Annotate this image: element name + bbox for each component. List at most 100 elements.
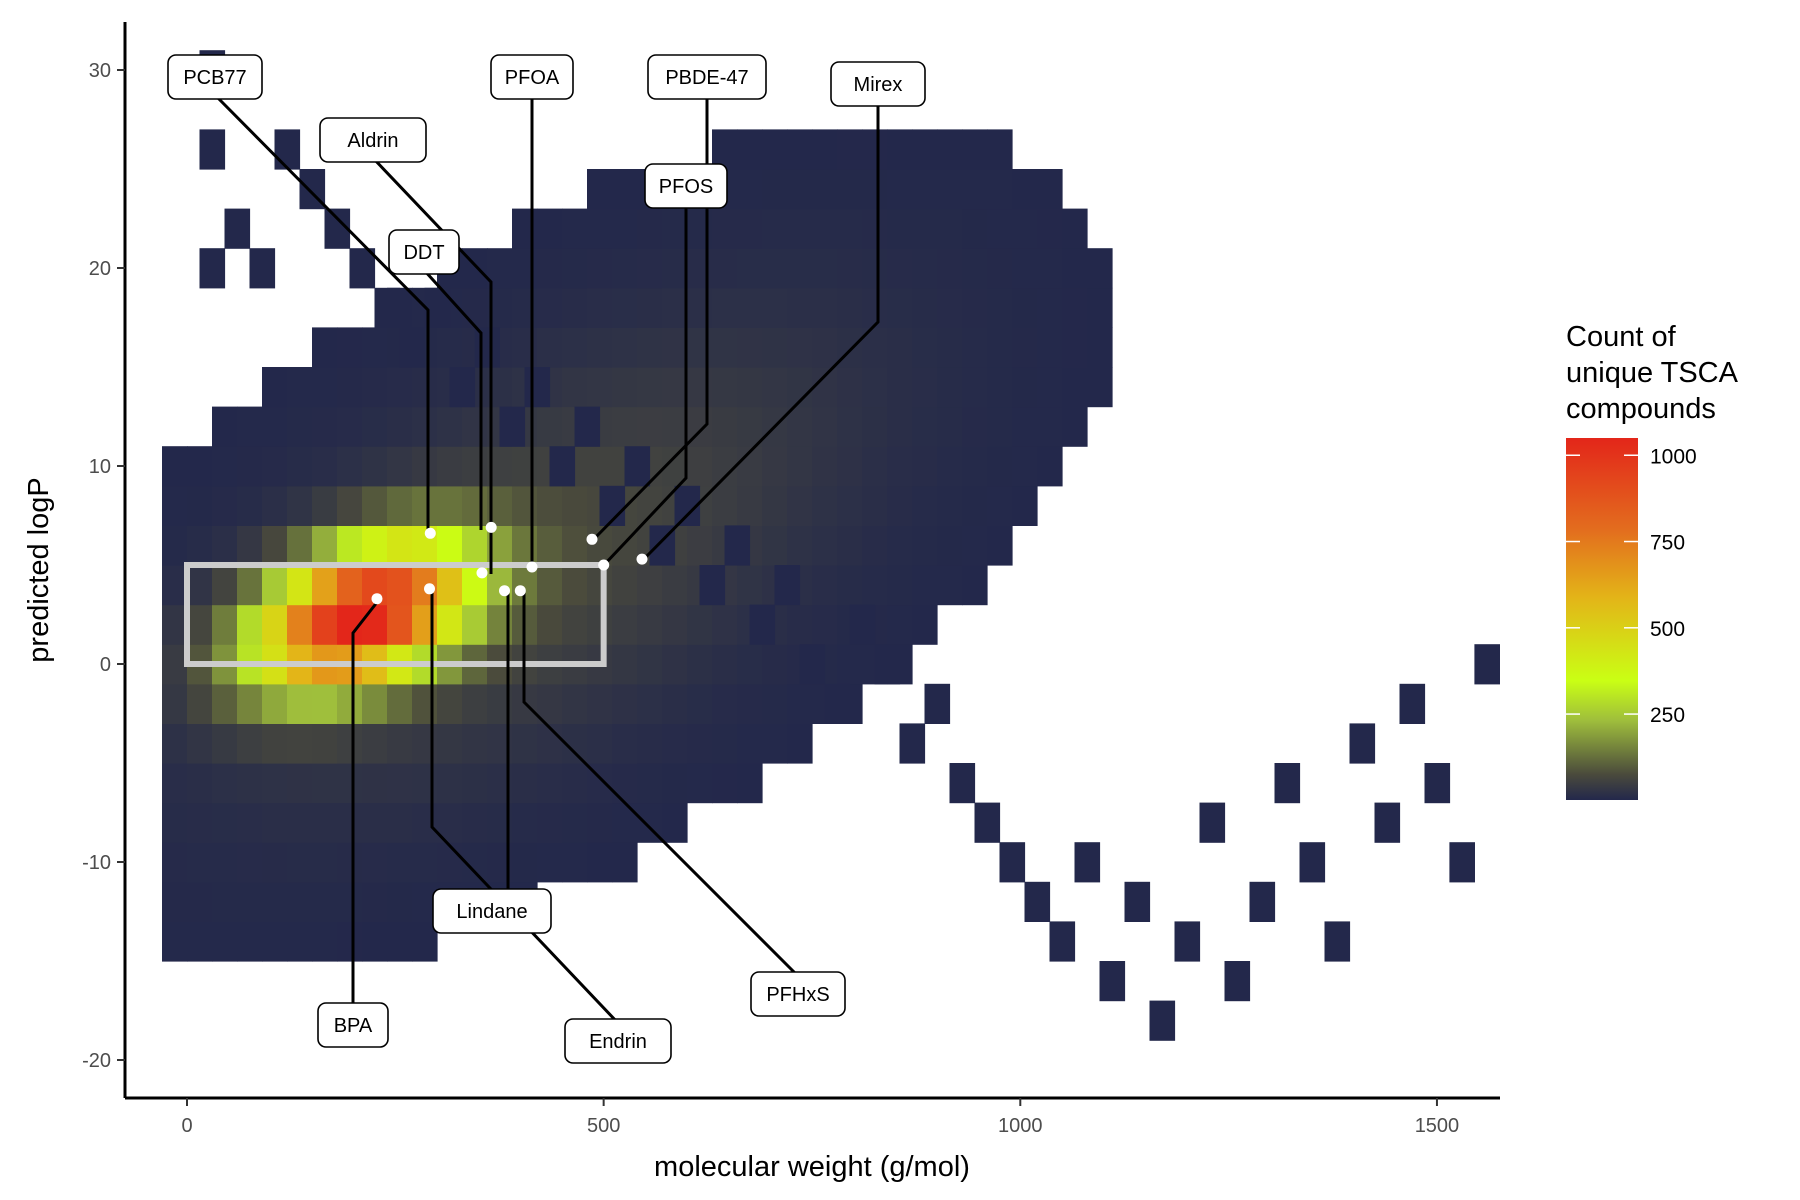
- heatmap-bin: [462, 802, 488, 843]
- heatmap-bin: [162, 644, 188, 685]
- heatmap-bin: [987, 446, 1013, 487]
- heatmap-bin: [612, 287, 638, 328]
- heatmap-bin: [962, 248, 988, 289]
- heatmap-bin: [987, 208, 1013, 249]
- heatmap-bin: [712, 406, 738, 447]
- heatmap-bin: [1037, 327, 1063, 368]
- heatmap-bin: [662, 248, 688, 289]
- heatmap-bin: [312, 604, 338, 645]
- heatmap-bin: [1087, 248, 1113, 289]
- heatmap-bin: [637, 683, 663, 724]
- heatmap-bin: [337, 327, 363, 368]
- heatmap-bin: [812, 604, 838, 645]
- heatmap-bin: [687, 644, 713, 685]
- heatmap-bin: [762, 683, 788, 724]
- heatmap-bin: [849, 604, 876, 645]
- heatmap-bin: [1062, 367, 1088, 408]
- heatmap-bin: [362, 881, 388, 922]
- heatmap-bin: [862, 485, 888, 526]
- heatmap-bin: [224, 208, 251, 249]
- heatmap-bin: [212, 565, 238, 606]
- heatmap-bin: [562, 248, 588, 289]
- heatmap-bin: [1037, 367, 1063, 408]
- heatmap-bin: [587, 327, 613, 368]
- heatmap-bin: [912, 406, 938, 447]
- heatmap-bin: [1012, 446, 1038, 487]
- callout-point-bpa: [371, 593, 383, 605]
- heatmap-bin: [1099, 961, 1126, 1002]
- x-axis-title: molecular weight (g/mol): [654, 1151, 970, 1183]
- heatmap-bin: [237, 525, 263, 566]
- heatmap-bin: [212, 842, 238, 883]
- heatmap-bin: [537, 287, 563, 328]
- heatmap-bin: [1324, 921, 1351, 962]
- heatmap-bin: [537, 604, 563, 645]
- heatmap-bin: [412, 604, 438, 645]
- heatmap-bin: [412, 802, 438, 843]
- heatmap-bin: [787, 604, 813, 645]
- heatmap-bin: [699, 565, 726, 606]
- heatmap-bin: [762, 169, 788, 210]
- heatmap-bin: [912, 485, 938, 526]
- heatmap-bin: [962, 367, 988, 408]
- heatmap-bin: [374, 287, 401, 328]
- heatmap-bin: [362, 367, 388, 408]
- heatmap-bin: [337, 485, 363, 526]
- heatmap-bin: [937, 208, 963, 249]
- heatmap-bin: [762, 248, 788, 289]
- heatmap-bin: [162, 723, 188, 764]
- heatmap-bin: [937, 367, 963, 408]
- heatmap-bin: [887, 248, 913, 289]
- heatmap-bin: [274, 129, 301, 170]
- heatmap-bin: [912, 248, 938, 289]
- heatmap-bin: [562, 525, 588, 566]
- callout-line-pfos: [601, 204, 688, 568]
- heatmap-bin: [737, 367, 763, 408]
- heatmap-bin: [812, 327, 838, 368]
- heatmap-bin: [462, 683, 488, 724]
- heatmap-bin: [387, 763, 413, 804]
- heatmap-bin: [1224, 961, 1251, 1002]
- callout-point-ddt: [476, 567, 488, 579]
- heatmap-bin: [637, 644, 663, 685]
- heatmap-bin: [737, 723, 763, 764]
- legend-colorbar: [1566, 438, 1638, 800]
- heatmap-bin: [862, 367, 888, 408]
- heatmap-bin: [562, 485, 588, 526]
- heatmap-bin: [662, 287, 688, 328]
- heatmap-bin: [1062, 248, 1088, 289]
- heatmap-bin: [587, 842, 613, 883]
- legend-tick-label: 500: [1650, 618, 1685, 641]
- heatmap-bin: [462, 287, 488, 328]
- heatmap-bin: [312, 446, 338, 487]
- heatmap-bin: [937, 525, 963, 566]
- heatmap-bin: [762, 129, 788, 170]
- heatmap-bin: [412, 763, 438, 804]
- callout-label-endrin: Endrin: [589, 1031, 647, 1053]
- heatmap-bin: [987, 129, 1013, 170]
- heatmap-bin: [1124, 881, 1151, 922]
- heatmap-bin: [637, 327, 663, 368]
- heatmap-bin: [999, 842, 1026, 883]
- heatmap-bin: [312, 485, 338, 526]
- heatmap-bin: [887, 565, 913, 606]
- heatmap-bin: [387, 367, 413, 408]
- heatmap-bin: [887, 129, 913, 170]
- heatmap-bin: [362, 921, 388, 962]
- heatmap-bin: [1037, 446, 1063, 487]
- heatmap-bin: [1012, 406, 1038, 447]
- heatmap-bin: [612, 169, 638, 210]
- callout-box-mirex: [830, 61, 926, 107]
- y-tick-label: -10: [82, 852, 111, 874]
- callout-line-ddt: [422, 268, 483, 530]
- heatmap-bin: [787, 248, 813, 289]
- heatmap-bin: [499, 406, 526, 447]
- color-legend: Count of unique TSCA compounds 250 500 750 100…: [1566, 321, 1739, 800]
- y-tick-label: 0: [100, 654, 111, 676]
- heatmap-bin: [212, 683, 238, 724]
- heatmap-bin: [812, 485, 838, 526]
- heatmap-bin: [962, 287, 988, 328]
- heatmap-bin: [1062, 406, 1088, 447]
- heatmap-bin: [862, 287, 888, 328]
